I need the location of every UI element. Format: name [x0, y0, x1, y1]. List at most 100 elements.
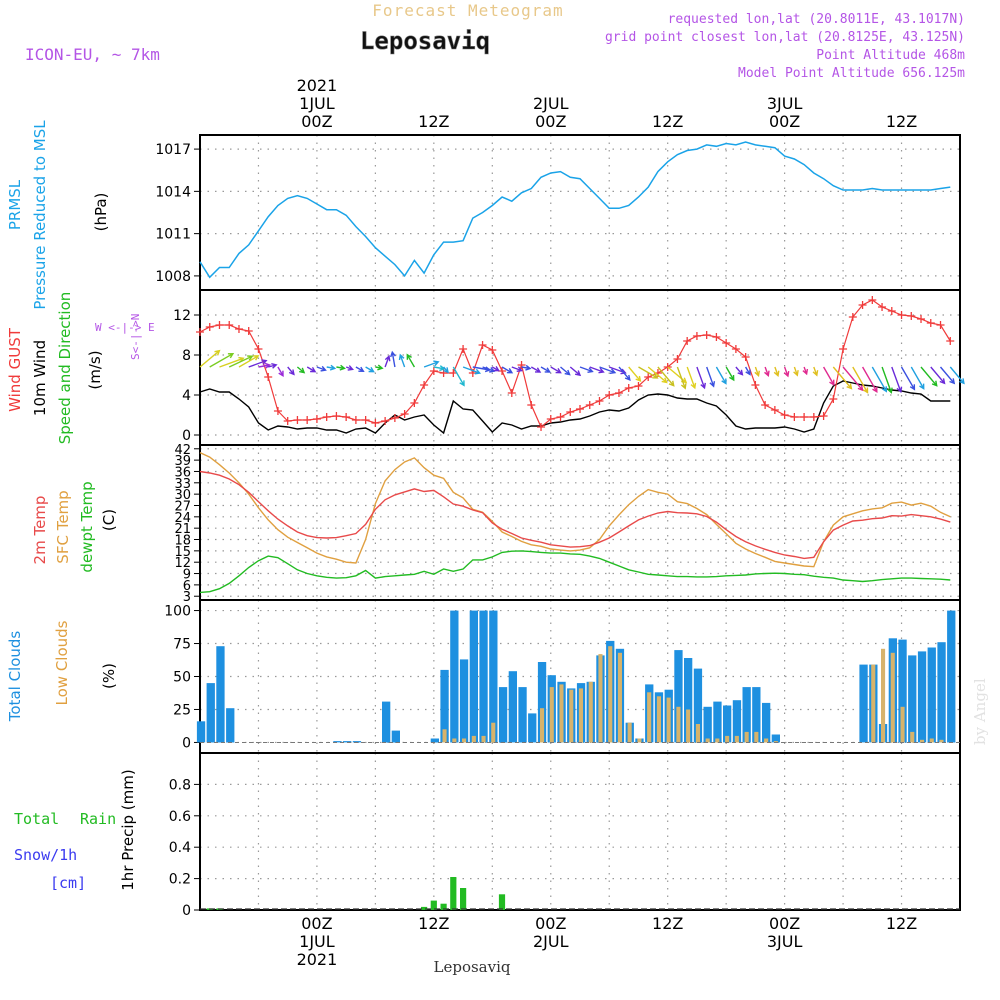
gust-marker: [488, 346, 497, 354]
low-cloud-bar: [617, 652, 622, 743]
gust-marker: [800, 413, 809, 421]
footer-station: Leposaviq: [434, 958, 511, 976]
y-tick-label: 1011: [155, 227, 191, 243]
wind-direction-arrow: [881, 366, 893, 394]
total-cloud-bar: [723, 705, 732, 743]
bottom-time-label: 2021: [297, 950, 338, 969]
wind-direction-arrow: [638, 366, 659, 379]
wind-direction-arrow: [783, 366, 790, 378]
total-cloud-bar: [450, 610, 459, 743]
total-cloud-bar: [498, 687, 508, 743]
y-tick-label: 12: [174, 556, 191, 571]
point-altitude: Point Altitude 468m: [816, 48, 965, 63]
gust-marker: [400, 410, 409, 418]
wind-direction-arrow: [452, 366, 465, 387]
wind-direction-arrow: [920, 366, 938, 387]
wind-direction-arrow: [852, 366, 869, 394]
gust-marker: [507, 389, 516, 397]
total-cloud-bar: [684, 658, 693, 743]
gust-marker: [605, 391, 614, 399]
gust-marker: [254, 345, 263, 353]
gust-marker: [196, 328, 204, 336]
wind-direction-arrow: [667, 366, 688, 384]
gust-marker: [283, 417, 292, 425]
chart-station-title: Leposaviq: [360, 27, 490, 55]
gust-marker: [917, 315, 926, 323]
y-tick-label: 0: [182, 735, 191, 751]
y-tick-label: 0.4: [169, 840, 191, 856]
wind-direction-arrow: [406, 353, 416, 368]
total-cloud-bar: [206, 683, 215, 743]
gust-marker: [673, 355, 682, 363]
wind-direction-arrow: [550, 366, 562, 374]
total-cloud-bar: [528, 713, 537, 743]
wind-direction-arrow: [384, 354, 391, 368]
low-cloud-bar: [656, 696, 661, 743]
y-tick-label: 4: [182, 388, 191, 404]
bottom-time-label: 1JUL: [299, 932, 335, 951]
temp-sfc-label: SFC Temp: [54, 490, 72, 563]
gust-marker: [761, 401, 770, 409]
y-tick-label: 25: [173, 702, 191, 718]
low-cloud-bar: [754, 731, 759, 743]
rain-bar: [450, 877, 457, 910]
wind-direction-arrow: [365, 366, 375, 373]
wind-direction-arrow: [530, 366, 542, 373]
wind-direction-arrow: [462, 366, 482, 375]
gust-marker: [234, 325, 243, 333]
requested-coords: requested lon,lat (20.8011E, 43.1017N): [668, 12, 965, 27]
rain-bar: [440, 903, 447, 910]
gust-marker: [459, 345, 468, 353]
wind-direction-arrow: [930, 366, 946, 385]
gust-marker: [702, 331, 711, 339]
y-tick-label: 15: [174, 545, 191, 560]
low-cloud-bar: [462, 738, 467, 743]
low-cloud-bar: [569, 689, 574, 743]
low-cloud-bar: [666, 697, 671, 743]
panel-frame: [199, 134, 961, 291]
gust-marker: [634, 382, 643, 390]
wind-direction-arrow: [822, 366, 835, 386]
wind-direction-arrow: [268, 363, 278, 369]
gust-marker: [215, 321, 224, 329]
pressure-label-msl: Pressure Reduced to MSL: [31, 120, 49, 310]
low-cloud-bar: [442, 729, 447, 743]
y-tick-label: 0.6: [169, 809, 191, 825]
low-cloud-bar: [890, 652, 895, 743]
dewpoint-temp-line: [199, 550, 951, 594]
gust-marker: [410, 399, 419, 407]
y-tick-label: 0: [182, 428, 191, 444]
low-cloud-bar: [929, 738, 934, 743]
wind-direction-arrow: [569, 366, 582, 377]
wind-direction-arrow: [696, 366, 706, 390]
total-cloud-bar: [430, 738, 439, 743]
wind-direction-arrow: [316, 365, 327, 372]
gust-marker: [273, 407, 282, 415]
bottom-time-label: 00Z: [769, 914, 800, 933]
low-cloud-bar: [627, 722, 632, 743]
y-tick-label: 8: [182, 348, 191, 364]
credit-watermark: by Angel: [971, 678, 989, 745]
gust-marker: [683, 337, 692, 345]
total-cloud-bar: [391, 730, 400, 743]
gust-marker: [819, 412, 828, 420]
total-cloud-bar: [703, 706, 712, 743]
low-cloud-bar: [939, 739, 944, 743]
temp-unit-label: (C): [100, 509, 118, 531]
total-cloud-bar: [196, 721, 206, 743]
gust-marker: [205, 323, 214, 331]
wind-direction-arrow: [900, 366, 916, 391]
y-tick-label: 36: [174, 465, 191, 480]
gust-marker: [712, 333, 721, 341]
total-cloud-bar: [947, 610, 956, 743]
low-cloud-bar: [910, 731, 915, 743]
gust-marker: [848, 313, 857, 321]
gust-marker: [790, 413, 799, 421]
precip-snow-label: Snow/1h: [14, 846, 77, 864]
y-tick-label: 0.2: [169, 872, 191, 888]
total-cloud-bar: [927, 647, 936, 743]
gust-marker: [556, 413, 565, 421]
top-time-label: 3JUL: [767, 94, 803, 113]
wind-direction-arrow: [599, 366, 617, 374]
low-cloud-bar: [871, 664, 876, 743]
